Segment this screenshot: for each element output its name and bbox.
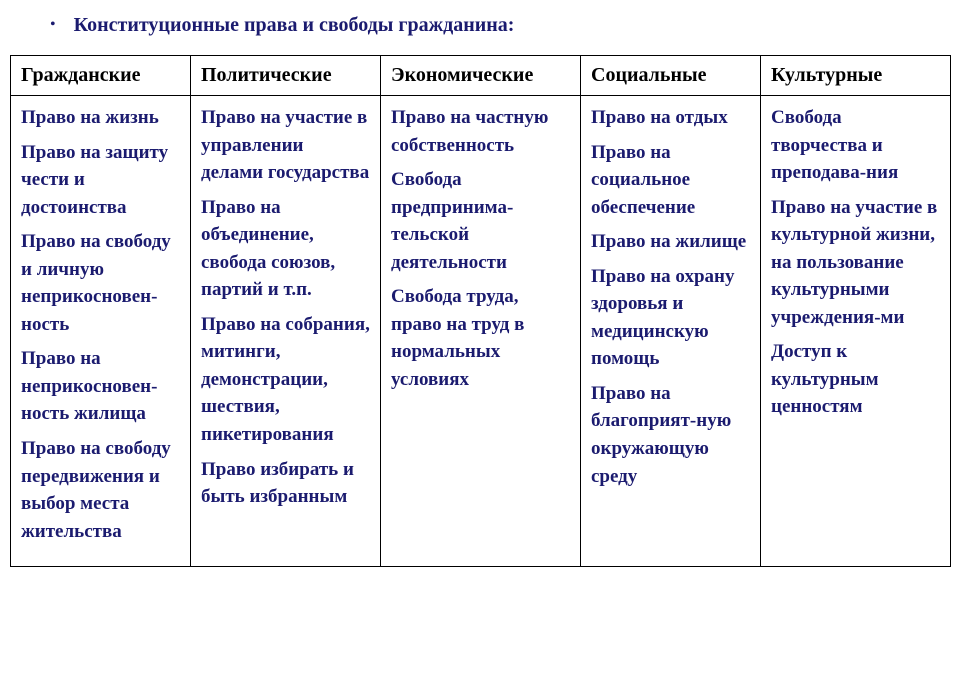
table-header-row: Гражданские Политические Экономические С…: [11, 56, 951, 96]
list-item: Право на отдых: [591, 104, 750, 132]
cell-political: Право на участие в управлении делами гос…: [191, 96, 381, 567]
column-header-cultural: Культурные: [761, 56, 951, 96]
list-item: Доступ к культурным ценностям: [771, 338, 940, 421]
list-item: Право на участие в управлении делами гос…: [201, 104, 370, 187]
cell-social: Право на отдых Право на социальное обесп…: [581, 96, 761, 567]
page-title: Конституционные права и свободы граждани…: [74, 14, 515, 37]
column-header-social: Социальные: [581, 56, 761, 96]
column-header-political: Политические: [191, 56, 381, 96]
list-item: Свобода творчества и преподава-ния: [771, 104, 940, 187]
table-row: Право на жизнь Право на защиту чести и д…: [11, 96, 951, 567]
list-item: Право на жизнь: [21, 104, 180, 132]
list-item: Свобода предпринима-тельской деятельност…: [391, 166, 570, 276]
list-item: Право на частную собственность: [391, 104, 570, 159]
list-item: Право на свободу и личную неприкосновен-…: [21, 228, 180, 338]
list-item: Право на неприкосновен-ность жилища: [21, 345, 180, 428]
list-item: Право на жилище: [591, 228, 750, 256]
list-item: Право на охрану здоровья и медицинскую п…: [591, 263, 750, 373]
list-item: Право на участие в культурной жизни, на …: [771, 194, 940, 332]
list-item: Право на собрания, митинги, демонстрации…: [201, 311, 370, 449]
cell-economic: Право на частную собственность Свобода п…: [381, 96, 581, 567]
list-item: Право на объединение, свобода союзов, па…: [201, 194, 370, 304]
list-item: Право избирать и быть избранным: [201, 456, 370, 511]
rights-table: Гражданские Политические Экономические С…: [10, 55, 951, 567]
title-row: • Конституционные права и свободы гражда…: [50, 14, 950, 37]
bullet-icon: •: [50, 14, 56, 36]
column-header-economic: Экономические: [381, 56, 581, 96]
list-item: Свобода труда, право на труд в нормальны…: [391, 283, 570, 393]
cell-civil: Право на жизнь Право на защиту чести и д…: [11, 96, 191, 567]
list-item: Право на защиту чести и достоинства: [21, 139, 180, 222]
list-item: Право на благоприят-ную окружающую среду: [591, 380, 750, 490]
cell-cultural: Свобода творчества и преподава-ния Право…: [761, 96, 951, 567]
list-item: Право на социальное обеспечение: [591, 139, 750, 222]
column-header-civil: Гражданские: [11, 56, 191, 96]
list-item: Право на свободу передвижения и выбор ме…: [21, 435, 180, 545]
